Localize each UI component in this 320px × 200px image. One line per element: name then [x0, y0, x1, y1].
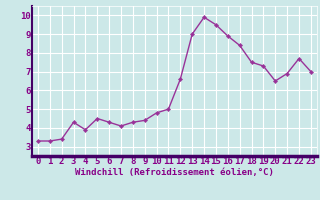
X-axis label: Windchill (Refroidissement éolien,°C): Windchill (Refroidissement éolien,°C) [75, 168, 274, 177]
